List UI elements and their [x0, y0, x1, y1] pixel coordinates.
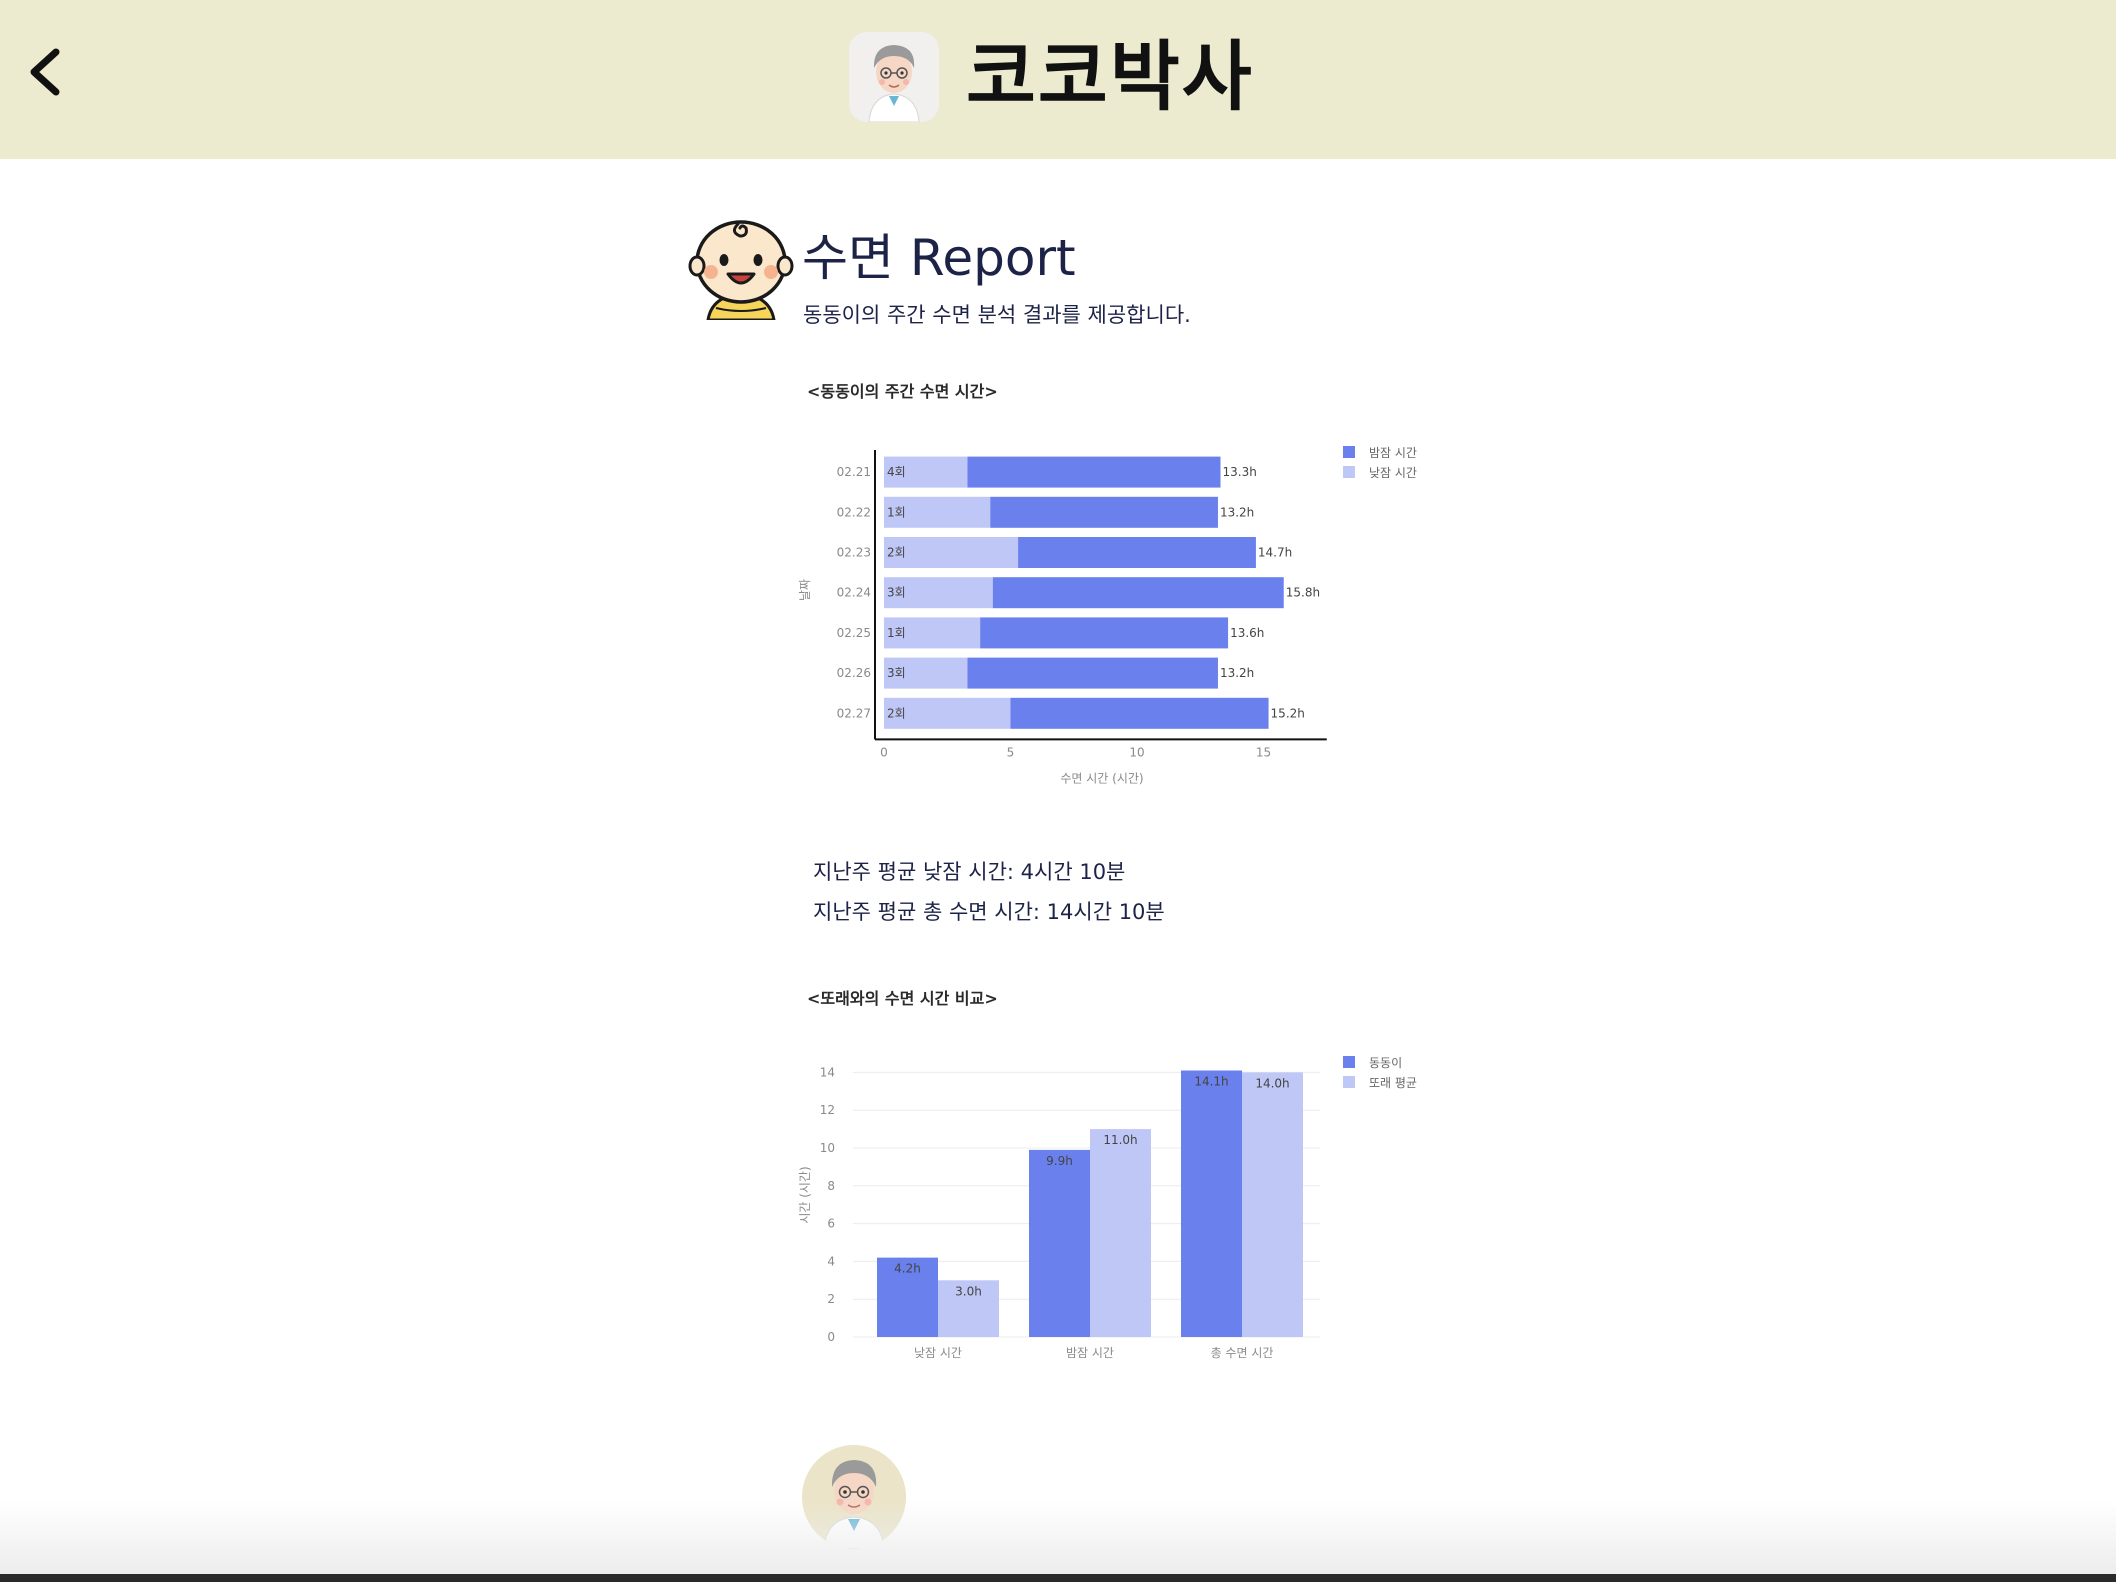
comparison-bar — [1242, 1072, 1303, 1337]
legend-label: 동동이 — [1369, 1056, 1402, 1070]
bar-value-label: 4.2h — [894, 1262, 921, 1276]
app-title: 코코박사 — [966, 32, 1254, 121]
bar-value-label: 14.1h — [1194, 1075, 1228, 1089]
total-value-label: 14.7h — [1258, 546, 1292, 560]
bottom-edge — [0, 1574, 2116, 1582]
legend-swatch — [1343, 446, 1355, 458]
bar-value-label: 3.0h — [955, 1284, 982, 1298]
x-tick-label: 5 — [1007, 745, 1015, 759]
nap-bar — [884, 657, 968, 689]
avg-nap-stat: 지난주 평균 낮잠 시간: 4시간 10분 — [813, 860, 1126, 884]
nap-count-label: 4회 — [887, 465, 906, 479]
nap-count-label: 1회 — [887, 505, 906, 519]
peer-comparison-chart: 0 2 4 6 8 10 12 14 시간 (시간) 4.2h 3.0h 낮잠 시간 9.9h 11.0h… — [798, 1056, 1417, 1360]
x-tick-label: 밤잠 시간 — [1066, 1346, 1114, 1360]
y-tick-label: 4 — [827, 1254, 835, 1268]
total-value-label: 15.2h — [1271, 706, 1305, 720]
nap-count-label: 2회 — [887, 546, 906, 560]
report-title: 수면 Report — [802, 229, 1076, 287]
compare-chart-title: <또래와의 수면 시간 비교> — [807, 989, 998, 1008]
x-axis-title: 수면 시간 (시간) — [1060, 771, 1143, 785]
bar-value-label: 11.0h — [1103, 1133, 1137, 1147]
nap-bar — [884, 496, 991, 528]
night-bar — [990, 496, 1218, 528]
legend-label: 밤잠 시간 — [1369, 446, 1417, 460]
comparison-bar — [1181, 1070, 1242, 1337]
total-value-label: 13.6h — [1230, 626, 1264, 640]
night-bar — [967, 456, 1221, 488]
bottom-fade — [0, 1500, 2116, 1576]
report-subtitle: 동동이의 주간 수면 분석 결과를 제공합니다. — [803, 303, 1191, 327]
night-bar — [1010, 697, 1269, 729]
nap-count-label: 1회 — [887, 626, 906, 640]
y-tick-label: 10 — [820, 1141, 835, 1155]
nap-bar — [884, 456, 968, 488]
bar-value-label: 9.9h — [1046, 1154, 1073, 1168]
y-tick-label: 02.26 — [837, 666, 871, 680]
y-tick-label: 02.24 — [837, 586, 871, 600]
legend-swatch — [1343, 1056, 1355, 1068]
nap-count-label: 2회 — [887, 706, 906, 720]
comparison-bar — [1029, 1149, 1090, 1337]
comparison-bar — [877, 1257, 938, 1337]
total-value-label: 15.8h — [1286, 586, 1320, 600]
y-tick-label: 6 — [827, 1217, 835, 1231]
weekly-sleep-chart: 02.21 4회 13.3h 02.22 1회 13.2h 02.23 2회 14.7h 02.2… — [798, 446, 1417, 785]
bar-value-label: 14.0h — [1255, 1076, 1289, 1090]
x-tick-label: 15 — [1256, 745, 1271, 759]
comparison-bar — [938, 1280, 999, 1337]
legend-label: 낮잠 시간 — [1369, 466, 1417, 480]
doctor-avatar-icon — [849, 32, 939, 122]
y-tick-label: 2 — [827, 1292, 835, 1306]
legend-swatch — [1343, 1076, 1355, 1088]
total-value-label: 13.3h — [1222, 465, 1256, 479]
night-bar — [967, 657, 1218, 689]
total-value-label: 13.2h — [1220, 505, 1254, 519]
x-tick-label: 0 — [880, 745, 888, 759]
nap-bar — [884, 577, 993, 609]
nap-bar — [884, 537, 1019, 568]
weekly-chart-title: <동동이의 주간 수면 시간> — [807, 382, 998, 401]
back-button[interactable] — [18, 42, 74, 102]
x-tick-label: 낮잠 시간 — [914, 1346, 962, 1360]
chevron-left-icon — [30, 48, 60, 96]
y-axis-title: 날짜 — [798, 579, 812, 601]
baby-face-icon — [686, 210, 796, 322]
nap-bar — [884, 697, 1011, 729]
y-axis-title: 시간 (시간) — [798, 1166, 812, 1223]
nap-count-label: 3회 — [887, 666, 906, 680]
night-bar — [980, 617, 1229, 649]
y-tick-label: 14 — [820, 1065, 835, 1079]
y-tick-label: 02.25 — [837, 626, 871, 640]
y-tick-label: 02.21 — [837, 465, 871, 479]
nap-count-label: 3회 — [887, 586, 906, 600]
x-tick-label: 10 — [1129, 745, 1144, 759]
y-tick-label: 8 — [827, 1179, 835, 1193]
legend-label: 또래 평균 — [1369, 1076, 1417, 1090]
x-tick-label: 총 수면 시간 — [1211, 1346, 1274, 1360]
y-tick-label: 0 — [827, 1330, 835, 1344]
app-header: 코코박사 — [0, 0, 2116, 159]
total-value-label: 13.2h — [1220, 666, 1254, 680]
y-tick-label: 02.22 — [837, 505, 871, 519]
night-bar — [1018, 537, 1256, 568]
legend-swatch — [1343, 466, 1355, 478]
night-bar — [992, 577, 1284, 609]
avg-total-stat: 지난주 평균 총 수면 시간: 14시간 10분 — [813, 900, 1165, 924]
y-tick-label: 12 — [820, 1103, 835, 1117]
y-tick-label: 02.23 — [837, 546, 871, 560]
nap-bar — [884, 617, 981, 649]
y-tick-label: 02.27 — [837, 706, 871, 720]
comparison-bar — [1090, 1129, 1151, 1337]
